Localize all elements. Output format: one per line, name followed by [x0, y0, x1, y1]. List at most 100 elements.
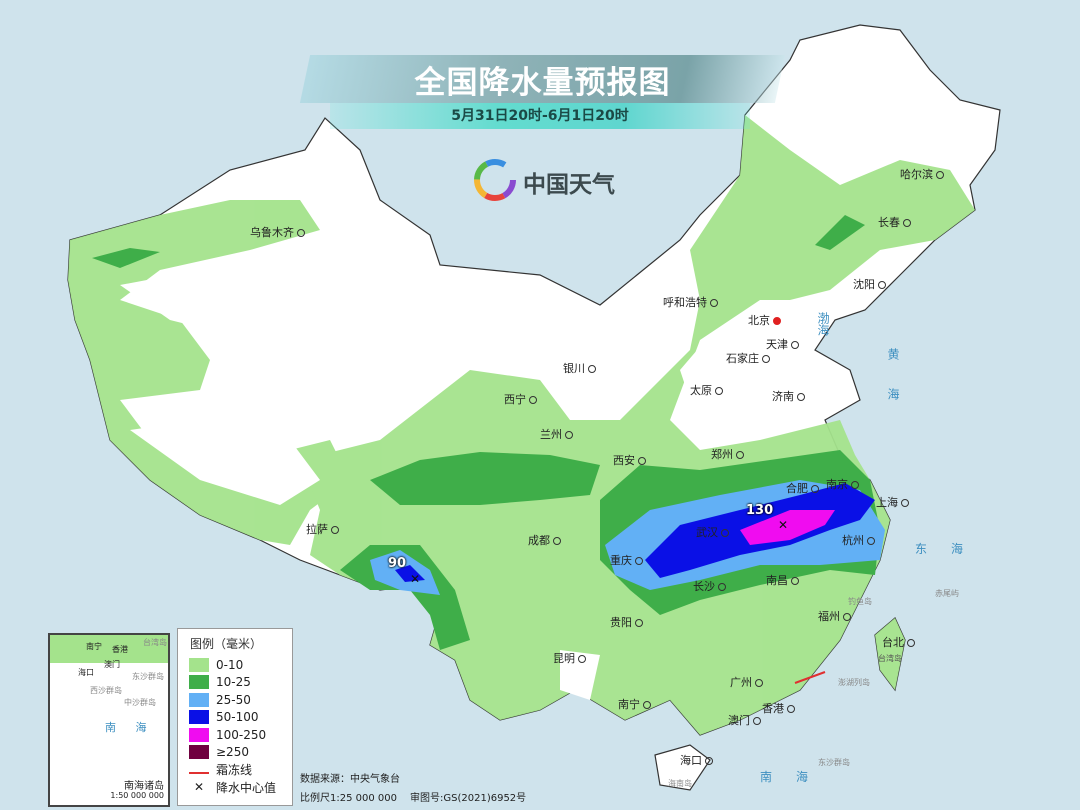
city-label: 澳门: [728, 712, 761, 728]
city-label: 香港: [762, 700, 795, 716]
city-label: 南宁: [618, 696, 651, 712]
city-name: 武汉: [696, 526, 718, 539]
island-hainan: 海南岛: [668, 779, 692, 788]
logo-text: 中国天气: [523, 172, 615, 198]
city-label: 台北: [882, 634, 915, 650]
city-name: 沈阳: [853, 278, 875, 291]
city-label: 西安: [613, 452, 646, 468]
city-marker-icon: [936, 171, 944, 179]
city-marker-icon: [736, 451, 744, 459]
legend-label: 降水中心值: [216, 780, 277, 795]
city-name: 呼和浩特: [663, 296, 707, 309]
city-name: 重庆: [610, 554, 632, 567]
city-marker-icon: [867, 537, 875, 545]
city-label: 银川: [563, 360, 596, 376]
city-label: 西宁: [504, 391, 537, 407]
map-title: 全国降水量预报图: [414, 65, 671, 101]
city-marker-icon: [787, 705, 795, 713]
city-name: 济南: [772, 390, 794, 403]
legend-label: 100-250: [216, 727, 267, 742]
legend-label: 0-10: [216, 657, 244, 672]
rain-100-250: [740, 510, 835, 545]
city-name: 天津: [766, 338, 788, 351]
city-marker-icon: [553, 537, 561, 545]
legend-label: 10-25: [216, 675, 251, 690]
legend-label: 50-100: [216, 710, 259, 725]
inset-label: 香港: [112, 645, 128, 654]
legend-swatch: [189, 692, 209, 707]
city-marker-icon: [643, 701, 651, 709]
city-marker-icon: [578, 655, 586, 663]
city-marker-icon: [907, 639, 915, 647]
city-label: 济南: [772, 388, 805, 404]
city-label: 成都: [528, 532, 561, 548]
legend-title: 图例（毫米）: [190, 637, 263, 651]
city-marker-icon: [710, 299, 718, 307]
sea-label-nanhai: 南海: [760, 770, 833, 784]
city-label: 福州: [818, 608, 851, 624]
inset-label: 台湾岛: [143, 638, 167, 647]
city-name: 澳门: [728, 714, 750, 727]
city-label: 海口: [680, 752, 713, 768]
city-name: 兰州: [540, 428, 562, 441]
city-label: 兰州: [540, 426, 573, 442]
island-chiwei: 赤尾屿: [935, 589, 959, 598]
city-marker-icon: [297, 229, 305, 237]
city-label: 南京: [826, 476, 859, 492]
city-marker-icon: [878, 281, 886, 289]
city-label: 沈阳: [853, 276, 886, 292]
city-name: 南宁: [618, 698, 640, 711]
city-marker-icon: [331, 526, 339, 534]
legend-swatch: [189, 745, 209, 760]
city-name: 银川: [563, 362, 585, 375]
city-label: 南昌: [766, 572, 799, 588]
legend-item: ≥250: [189, 744, 292, 762]
inset-label: 东沙群岛: [132, 672, 164, 681]
city-label: 重庆: [610, 552, 643, 568]
legend-label: ≥250: [216, 745, 249, 760]
legend-item: 25-50: [189, 691, 292, 709]
city-marker-icon: [721, 529, 729, 537]
city-name: 西宁: [504, 393, 526, 406]
island-taiwan: 台湾岛: [878, 654, 902, 663]
frost-line: [794, 671, 826, 684]
island-penghu: 澎湖列岛: [838, 678, 870, 687]
legend-swatch: [189, 710, 209, 725]
legend-item: 10-25: [189, 674, 292, 692]
map-scale: 比例尺1:25 000 000: [300, 793, 397, 804]
city-marker-icon: [843, 613, 851, 621]
city-label: 太原: [690, 382, 723, 398]
city-marker-icon: [797, 393, 805, 401]
city-marker-icon: [791, 577, 799, 585]
data-source: 数据来源：中央气象台: [300, 774, 400, 785]
frost-line-icon: [189, 766, 209, 774]
legend-item: 100-250: [189, 726, 292, 744]
city-name: 杭州: [842, 534, 864, 547]
max-value-label: 130: [746, 503, 774, 518]
city-name: 哈尔滨: [900, 168, 933, 181]
city-marker-icon: [565, 431, 573, 439]
city-label: 哈尔滨: [900, 166, 944, 182]
city-marker-icon: [588, 365, 596, 373]
city-name: 郑州: [711, 448, 733, 461]
city-name: 福州: [818, 610, 840, 623]
legend-item: 50-100: [189, 709, 292, 727]
city-name: 长春: [878, 216, 900, 229]
city-name: 太原: [690, 384, 712, 397]
city-label: 武汉: [696, 524, 729, 540]
sea-label-bohai: 渤海: [816, 312, 830, 336]
rain-center-marker-icon: ✕: [778, 518, 789, 532]
legend-swatch: [189, 657, 209, 672]
legend-label: 25-50: [216, 692, 251, 707]
city-label: 杭州: [842, 532, 875, 548]
inset-title: 南海诸岛: [124, 781, 164, 792]
city-marker-icon: [811, 485, 819, 493]
city-name: 南京: [826, 478, 848, 491]
legend-item: 0-10: [189, 656, 292, 674]
review-number: 审图号:GS(2021)6952号: [410, 793, 527, 804]
inset-label: 澳门: [104, 660, 120, 669]
city-name: 广州: [730, 676, 752, 689]
city-label: 贵阳: [610, 614, 643, 630]
city-label: 广州: [730, 674, 763, 690]
